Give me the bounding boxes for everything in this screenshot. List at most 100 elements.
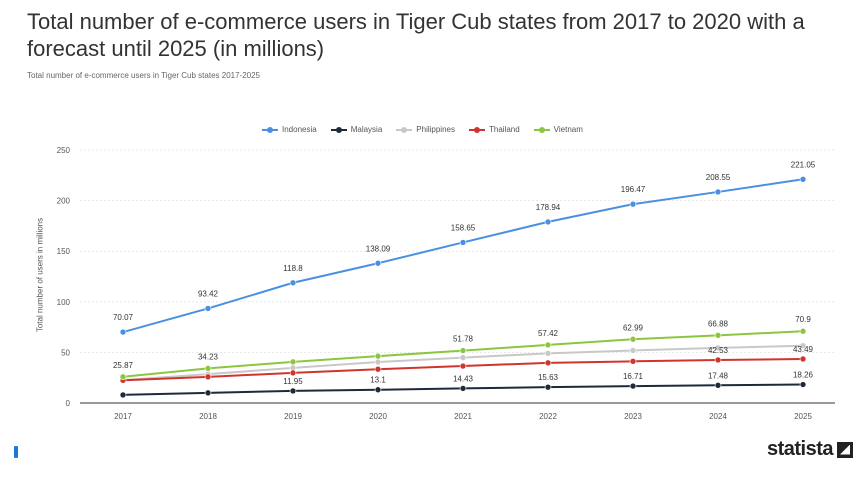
legend-label-philippines: Philippines: [416, 125, 455, 134]
data-point-indonesia: [289, 279, 297, 287]
legend-swatch-malaysia: [330, 126, 347, 134]
series-line-indonesia: [122, 178, 804, 334]
data-point-thailand: [459, 362, 467, 370]
data-point-malaysia: [799, 381, 807, 388]
legend-swatch-philippines: [396, 126, 413, 134]
data-point-vietnam: [799, 327, 807, 335]
data-point-thailand: [544, 359, 552, 367]
data-label-vietnam: 62.99: [623, 323, 644, 332]
data-label-vietnam: 66.88: [708, 319, 729, 328]
data-point-thailand: [204, 373, 212, 381]
data-label-indonesia: 208.55: [706, 173, 731, 182]
legend-item-malaysia[interactable]: Malaysia: [330, 125, 383, 134]
legend-swatch-vietnam: [533, 126, 550, 134]
info-icon[interactable]: [14, 446, 18, 458]
statista-logo-icon: [837, 441, 853, 458]
data-label-vietnam: 25.87: [113, 361, 134, 370]
data-label-thailand: 42.53: [708, 346, 729, 355]
data-label-vietnam: 51.78: [453, 335, 474, 344]
legend-swatch-indonesia: [262, 126, 278, 134]
x-tick-label: 2018: [199, 412, 217, 421]
data-point-philippines: [544, 350, 552, 357]
statista-logo: statista: [767, 438, 853, 461]
data-point-thailand: [714, 356, 722, 364]
data-label-indonesia: 196.47: [621, 185, 646, 194]
y-tick-label: 150: [57, 247, 71, 256]
data-point-malaysia: [629, 382, 637, 390]
data-point-indonesia: [714, 188, 722, 196]
legend-item-philippines[interactable]: Philippines: [396, 125, 455, 134]
data-point-malaysia: [459, 385, 467, 392]
y-tick-label: 0: [66, 399, 71, 408]
legend-label-malaysia: Malaysia: [350, 125, 383, 134]
x-tick-label: 2019: [284, 412, 302, 421]
data-label-malaysia: 11.95: [283, 377, 303, 386]
data-point-philippines: [459, 354, 467, 361]
data-label-indonesia: 221.05: [791, 160, 816, 169]
data-point-vietnam: [289, 358, 297, 366]
legend-label-indonesia: Indonesia: [282, 125, 317, 134]
chart-subtitle: Total number of e-commerce users in Tige…: [27, 71, 261, 80]
data-point-malaysia: [119, 391, 127, 399]
data-label-indonesia: 138.09: [366, 244, 391, 253]
y-tick-label: 250: [57, 146, 71, 155]
data-label-thailand: 43.49: [793, 345, 814, 354]
data-point-malaysia: [544, 383, 552, 391]
data-point-indonesia: [459, 239, 467, 246]
data-label-vietnam: 57.42: [538, 329, 559, 338]
brand-name: statista: [766, 438, 834, 460]
x-tick-label: 2021: [454, 412, 472, 421]
data-label-indonesia: 70.07: [113, 313, 134, 322]
legend-item-vietnam[interactable]: Vietnam: [533, 125, 583, 134]
data-point-thailand: [629, 358, 637, 365]
y-tick-label: 100: [57, 298, 71, 307]
data-point-thailand: [799, 355, 807, 363]
data-label-malaysia: 13.1: [370, 376, 386, 385]
data-point-vietnam: [459, 347, 467, 354]
data-point-indonesia: [119, 328, 127, 336]
x-tick-label: 2022: [539, 412, 557, 421]
data-point-vietnam: [119, 373, 127, 381]
chart-legend: Indonesia Malaysia Philippines Thailand …: [262, 125, 583, 134]
x-tick-label: 2024: [709, 412, 727, 421]
data-label-malaysia: 16.71: [623, 372, 644, 381]
data-point-vietnam: [629, 335, 637, 343]
data-point-vietnam: [544, 341, 552, 349]
data-point-indonesia: [799, 175, 807, 183]
data-label-indonesia: 178.94: [536, 203, 561, 212]
data-point-indonesia: [374, 259, 382, 267]
data-point-malaysia: [204, 389, 212, 397]
y-tick-label: 200: [57, 197, 71, 206]
data-label-indonesia: 158.65: [451, 223, 476, 232]
legend-swatch-thailand: [468, 126, 485, 134]
data-point-vietnam: [374, 352, 382, 360]
data-point-thailand: [289, 369, 297, 377]
data-point-thailand: [374, 365, 382, 373]
legend-label-thailand: Thailand: [488, 125, 520, 134]
data-point-indonesia: [629, 200, 637, 208]
data-label-indonesia: 93.42: [198, 289, 219, 298]
data-label-vietnam: 34.23: [198, 352, 219, 361]
data-point-vietnam: [204, 365, 212, 372]
data-point-malaysia: [289, 387, 297, 395]
data-point-malaysia: [374, 386, 382, 394]
data-label-vietnam: 70.9: [795, 315, 811, 324]
x-tick-label: 2020: [369, 412, 387, 421]
data-point-malaysia: [714, 382, 722, 389]
x-tick-label: 2017: [114, 412, 132, 421]
data-point-indonesia: [204, 305, 212, 312]
data-point-philippines: [374, 358, 382, 366]
y-tick-label: 50: [61, 348, 70, 357]
legend-label-vietnam: Vietnam: [553, 125, 583, 134]
legend-item-indonesia[interactable]: Indonesia: [262, 125, 317, 134]
data-point-philippines: [714, 344, 722, 352]
data-label-malaysia: 14.43: [453, 374, 474, 383]
chart-title: Total number of e-commerce users in Tige…: [27, 9, 805, 61]
data-point-indonesia: [544, 218, 552, 226]
legend-item-thailand[interactable]: Thailand: [468, 125, 520, 134]
data-label-malaysia: 18.26: [793, 371, 814, 380]
data-point-vietnam: [714, 332, 722, 339]
data-label-indonesia: 118.8: [283, 264, 303, 273]
data-point-philippines: [629, 347, 637, 354]
